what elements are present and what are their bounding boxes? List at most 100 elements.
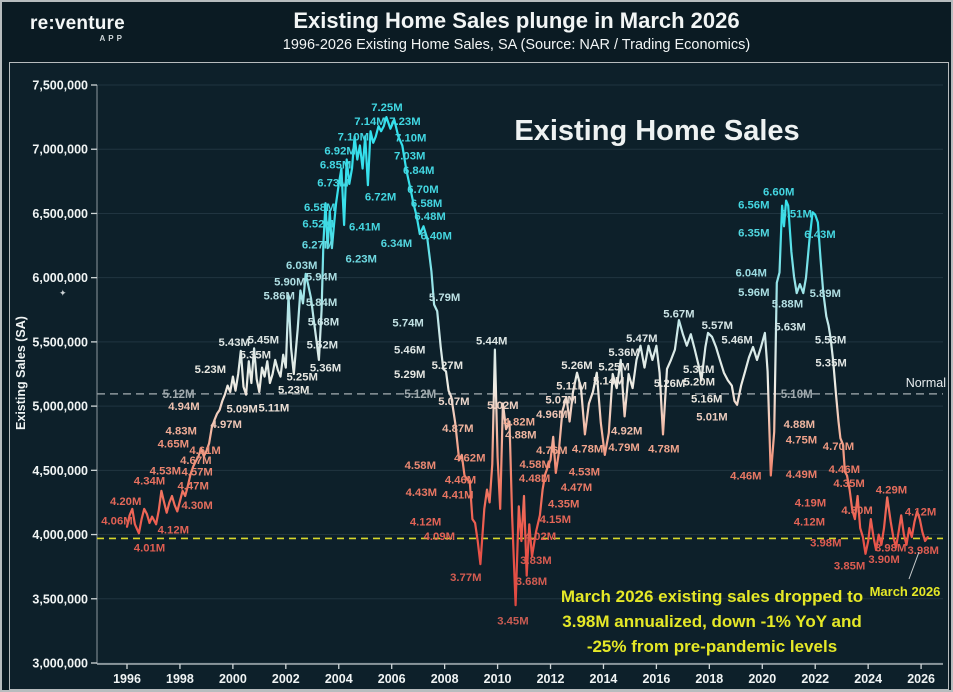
data-label: 3.90M bbox=[868, 554, 899, 566]
data-label: 4.88M bbox=[505, 429, 536, 441]
data-label: 5.26M bbox=[654, 378, 685, 390]
data-label: 7.23M bbox=[389, 116, 420, 128]
x-tick-label: 2024 bbox=[854, 672, 882, 686]
data-label: 5.79M bbox=[429, 292, 460, 304]
data-label: 4.35M bbox=[833, 478, 864, 490]
x-tick-label: 1996 bbox=[113, 672, 141, 686]
data-label: 3.45M bbox=[497, 616, 528, 628]
data-label: 4.78M bbox=[572, 443, 603, 455]
data-label: 6.27M bbox=[302, 239, 333, 251]
data-label: 6.56M bbox=[738, 199, 769, 211]
data-label: 4.61M bbox=[189, 445, 220, 457]
y-tick-label: 4,000,000 bbox=[32, 528, 88, 542]
data-label: 5.07M bbox=[545, 395, 576, 407]
data-label: 4.19M bbox=[795, 497, 826, 509]
data-label: 4.30M bbox=[841, 505, 872, 517]
x-tick-label: 2000 bbox=[219, 672, 247, 686]
data-label: 4.12M bbox=[905, 506, 936, 518]
data-label: 6.73M bbox=[317, 178, 348, 190]
normal-line-value-label: 5.10M bbox=[781, 389, 813, 401]
data-label: 6.41M bbox=[349, 221, 380, 233]
y-tick-label: 7,000,000 bbox=[32, 143, 88, 157]
data-label: 7.14M bbox=[354, 116, 385, 128]
data-label: 6.43M bbox=[804, 229, 835, 241]
data-label: 4.29M bbox=[876, 485, 907, 497]
data-label: 4.82M bbox=[504, 417, 535, 429]
data-label: 4.15M bbox=[540, 514, 571, 526]
data-label: 4.88M bbox=[784, 419, 815, 431]
data-label: 4.53M bbox=[569, 467, 600, 479]
data-label: 7.03M bbox=[394, 151, 425, 163]
data-label: 6.52M bbox=[302, 219, 333, 231]
reventure-logo: re:venture APP bbox=[30, 13, 125, 43]
annotation-text: -25% from pre-pandemic levels bbox=[587, 637, 837, 656]
x-tick-label: 2012 bbox=[537, 672, 565, 686]
data-label: 5.53M bbox=[815, 334, 846, 346]
data-label: 4.02M bbox=[525, 531, 556, 543]
data-label: 5.43M bbox=[219, 337, 250, 349]
data-label: 4.62M bbox=[454, 452, 485, 464]
data-label: 5.96M bbox=[738, 287, 769, 299]
x-tick-label: 2014 bbox=[590, 672, 618, 686]
y-tick-label: 5,500,000 bbox=[32, 335, 88, 349]
data-label: 3.98M bbox=[810, 537, 841, 549]
data-label: 5.02M bbox=[487, 400, 518, 412]
annotation-text: 3.98M annualized, down -1% YoY and bbox=[562, 612, 861, 631]
y-axis-title: Existing Sales (SA) bbox=[14, 316, 28, 430]
data-label: 6.92M bbox=[324, 146, 355, 158]
data-label: 4.43M bbox=[406, 487, 437, 499]
data-label: 4.78M bbox=[648, 443, 679, 455]
data-label: 4.96M bbox=[536, 409, 567, 421]
data-label: 4.47M bbox=[561, 482, 592, 494]
data-label: 5.46M bbox=[394, 345, 425, 357]
x-tick-label: 1998 bbox=[166, 672, 194, 686]
data-label: 4.35M bbox=[548, 499, 579, 511]
data-label: 4.58M bbox=[405, 460, 436, 472]
data-label: 6.04M bbox=[735, 268, 766, 280]
data-label: 4.47M bbox=[177, 481, 208, 493]
data-label: 5.90M bbox=[274, 277, 305, 289]
y-tick-label: 3,500,000 bbox=[32, 592, 88, 606]
data-label: 5.36M bbox=[310, 363, 341, 375]
data-label: 6.60M bbox=[763, 187, 794, 199]
data-label: 5.26M bbox=[561, 360, 592, 372]
data-label: 6.85M bbox=[320, 160, 351, 172]
data-label: 4.67M bbox=[180, 455, 211, 467]
chart-panel: 7,500,000 7,000,000 6,500,000 6,000,000 5,50… bbox=[9, 62, 949, 690]
data-label: 6.70M bbox=[407, 184, 438, 196]
data-label: 4.75M bbox=[786, 435, 817, 447]
data-label: 7.10M bbox=[338, 131, 369, 143]
y-tick-label: 7,500,000 bbox=[32, 79, 88, 93]
x-tick-label: 2006 bbox=[378, 672, 406, 686]
data-label: 6.58M bbox=[411, 198, 442, 210]
x-tick-label: 2008 bbox=[431, 672, 459, 686]
data-label: 4.70M bbox=[823, 441, 854, 453]
data-label: 4.48M bbox=[519, 473, 550, 485]
data-label: 5.29M bbox=[394, 369, 425, 381]
data-label: 4.12M bbox=[410, 517, 441, 529]
data-label: 6.84M bbox=[403, 165, 434, 177]
y-tick-label: 5,000,000 bbox=[32, 400, 88, 414]
data-label: 5.01M bbox=[696, 411, 727, 423]
existing-home-sales-chart: 7,500,000 7,000,000 6,500,000 6,000,000 5,50… bbox=[14, 79, 946, 686]
data-label: 5.07M bbox=[438, 396, 469, 408]
data-label: 5.84M bbox=[306, 297, 337, 309]
x-tick-label: 2026 bbox=[907, 672, 935, 686]
data-label: 5.31M bbox=[683, 364, 714, 376]
data-label: 5.67M bbox=[663, 309, 694, 321]
data-label: 4.65M bbox=[158, 438, 189, 450]
data-label: 5.09M bbox=[226, 404, 257, 416]
data-label: 4.49M bbox=[786, 469, 817, 481]
data-label: 5.14M bbox=[593, 375, 624, 387]
data-label: 4.87M bbox=[442, 423, 473, 435]
header: re:venture APP Existing Home Sales plung… bbox=[2, 2, 951, 60]
data-label: 4.06M bbox=[101, 515, 132, 527]
data-label: 3.98M bbox=[875, 542, 906, 554]
x-tick-label: 2002 bbox=[272, 672, 300, 686]
data-label: 5.89M bbox=[810, 288, 841, 300]
data-label: 5.25M bbox=[598, 361, 629, 373]
data-label: 5.74M bbox=[392, 318, 423, 330]
data-label: 6.03M bbox=[286, 260, 317, 272]
normal-line-value-label: 5.12M bbox=[163, 389, 195, 401]
data-label: 6.48M bbox=[414, 211, 445, 223]
